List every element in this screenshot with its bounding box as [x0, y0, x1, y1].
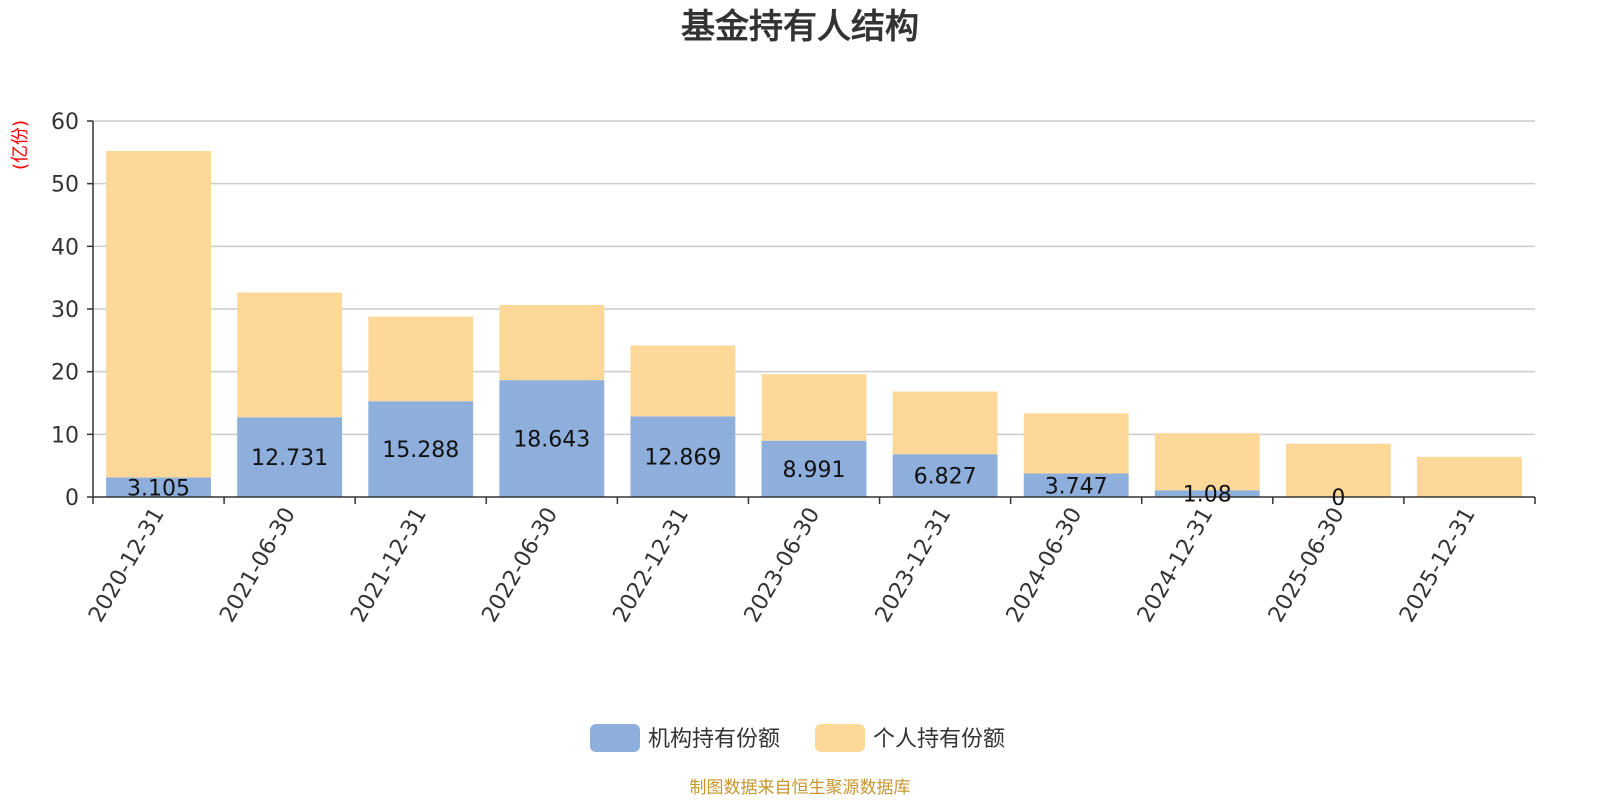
x-tick-label: 2024-06-30: [1002, 504, 1088, 627]
x-tick-label: 2020-12-31: [84, 504, 170, 627]
bar-institutional-2021-06-30[interactable]: [237, 417, 343, 497]
bar-individual-2024-06-30[interactable]: [1023, 413, 1129, 474]
x-tick-label: 2022-12-31: [609, 504, 695, 627]
x-tick-label: 2021-06-30: [215, 504, 301, 627]
legend-label: 机构持有份额: [648, 727, 780, 752]
bar-institutional-2023-06-30[interactable]: [761, 440, 867, 497]
y-tick-label: 0: [65, 486, 79, 511]
y-tick-label: 30: [51, 298, 79, 323]
data-label: 12.869: [644, 446, 721, 471]
x-tick-label: 2025-12-31: [1395, 504, 1481, 627]
y-tick-labels: 0 10 20 30 40 50 60: [51, 110, 79, 511]
bar-individual-2025-12-31[interactable]: [1417, 456, 1522, 497]
y-axis-label: (亿份): [10, 120, 31, 170]
bar-institutional-2022-06-30[interactable]: [499, 380, 605, 497]
bar-institutional-2024-12-31[interactable]: [1154, 490, 1260, 497]
bar-individual-2024-12-31[interactable]: [1154, 433, 1260, 491]
data-label: 3.105: [127, 476, 190, 501]
data-label: 12.731: [251, 446, 328, 471]
data-label: 1.08: [1183, 483, 1232, 508]
legend[interactable]: 机构持有份额 个人持有份额: [590, 724, 1005, 752]
legend-item-individual[interactable]: 个人持有份额: [815, 724, 1005, 752]
data-label: 18.643: [513, 428, 590, 453]
axes: [87, 120, 1536, 504]
bar-institutional-2022-12-31[interactable]: [630, 416, 736, 497]
bar-individual-2023-12-31[interactable]: [892, 391, 998, 455]
bar-institutional-2024-06-30[interactable]: [1023, 473, 1129, 497]
bar-individual-2021-06-30[interactable]: [237, 292, 343, 418]
legend-label: 个人持有份额: [873, 727, 1005, 752]
x-tick-labels: 2020-12-31 2021-06-30 2021-12-31 2022-06-30…: [84, 504, 1480, 627]
bar-individual-2025-06-30[interactable]: [1285, 443, 1391, 497]
bar-individual-2022-06-30[interactable]: [499, 304, 605, 381]
x-tick-label: 2024-12-31: [1133, 504, 1219, 627]
x-tick-label: 2023-12-31: [871, 504, 957, 627]
legend-item-institutional[interactable]: 机构持有份额: [590, 724, 780, 752]
bars: [106, 151, 1522, 497]
legend-swatch: [815, 724, 865, 752]
x-tick-label: 2022-06-30: [477, 504, 563, 627]
bar-individual-2023-06-30[interactable]: [761, 374, 867, 441]
y-tick-label: 40: [51, 235, 79, 260]
bar-individual-2022-12-31[interactable]: [630, 345, 736, 417]
data-label: 3.747: [1045, 474, 1108, 499]
bar-institutional-2021-12-31[interactable]: [368, 401, 474, 497]
y-tick-label: 10: [51, 423, 79, 448]
y-tick-label: 60: [51, 110, 79, 135]
x-tick-label: 2025-06-30: [1264, 504, 1350, 627]
legend-swatch: [590, 724, 640, 752]
x-tick-label: 2023-06-30: [740, 504, 826, 627]
bar-institutional-2020-12-31[interactable]: [106, 477, 211, 497]
y-tick-label: 50: [51, 173, 79, 198]
x-tick-label: 2021-12-31: [346, 504, 432, 627]
y-tick-label: 20: [51, 361, 79, 386]
data-labels: 3.105 12.731 15.288 18.643 12.869 8.991 6.827 3…: [127, 428, 1345, 511]
bar-individual-2021-12-31[interactable]: [368, 316, 474, 402]
bar-individual-2020-12-31[interactable]: [106, 151, 211, 478]
chart-title: 基金持有人结构: [681, 7, 919, 47]
data-label: 8.991: [783, 458, 846, 483]
source-note: 制图数据来自恒生聚源数据库: [690, 778, 911, 798]
data-label: 6.827: [914, 465, 977, 490]
data-label: 0: [1331, 486, 1345, 511]
data-label: 15.288: [382, 438, 459, 463]
bar-institutional-2023-12-31[interactable]: [892, 454, 998, 497]
